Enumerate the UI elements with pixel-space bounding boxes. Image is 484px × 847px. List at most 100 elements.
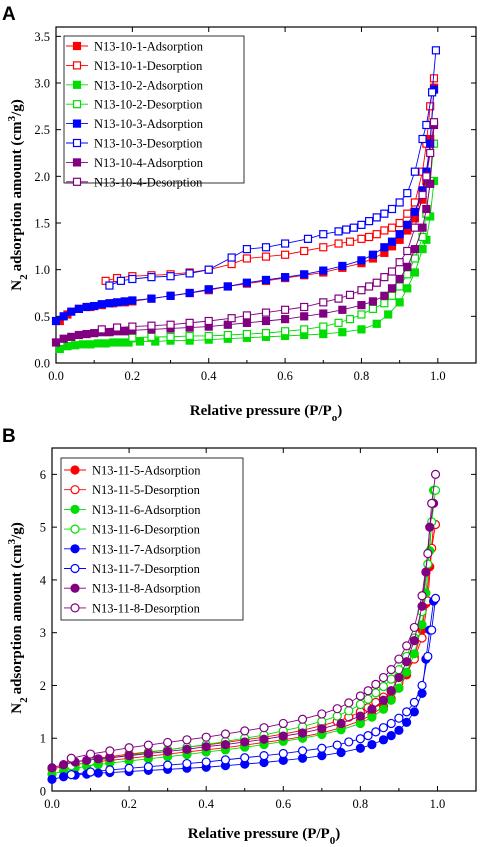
- data-point: [334, 239, 343, 248]
- data-point: [410, 245, 420, 254]
- legend-marker: [70, 524, 80, 534]
- data-point: [120, 297, 129, 306]
- data-point: [394, 725, 404, 735]
- data-point: [334, 294, 343, 303]
- data-point: [427, 88, 437, 97]
- data-point: [70, 341, 80, 350]
- legend-entry: N13-10-4-Adsorption: [66, 156, 204, 170]
- legend-marker: [72, 41, 82, 51]
- data-point: [319, 266, 328, 275]
- data-point: [371, 679, 381, 690]
- data-point: [345, 315, 355, 324]
- panel-letter-b: B: [2, 426, 16, 447]
- y-tick-label-a: 0.5: [34, 310, 50, 324]
- x-tick-label-b: 0.8: [353, 797, 369, 811]
- data-point: [387, 204, 397, 214]
- legend-entry: N13-11-8-Adsorption: [64, 582, 201, 596]
- data-point: [380, 243, 389, 252]
- data-point: [58, 772, 69, 782]
- data-point: [368, 304, 378, 313]
- data-point: [349, 223, 358, 232]
- data-point: [418, 245, 427, 254]
- data-point: [368, 250, 378, 259]
- data-point: [357, 325, 366, 334]
- legend-a: N13-10-1-Adsorption N13-10-1-Desorption N1…: [66, 40, 204, 189]
- data-point: [395, 282, 404, 291]
- data-point: [101, 339, 110, 348]
- y-axis-title-b: N2adsorption amount (cm3/g): [6, 522, 30, 714]
- data-point: [166, 320, 175, 329]
- data-point: [410, 223, 420, 232]
- legend-label: N13-10-3-Desorption: [94, 137, 203, 151]
- data-point: [380, 226, 389, 235]
- data-point: [220, 739, 231, 750]
- data-point: [259, 723, 269, 733]
- data-point: [410, 268, 420, 277]
- data-point: [386, 674, 396, 684]
- data-point: [182, 758, 192, 769]
- data-point: [386, 730, 396, 741]
- data-point: [147, 294, 156, 303]
- data-point: [378, 681, 389, 692]
- legend-label: N13-10-3-Adsorption: [94, 117, 204, 131]
- legend-entry: N13-10-2-Adsorption: [66, 78, 204, 92]
- data-point: [430, 593, 441, 603]
- data-point: [90, 301, 99, 311]
- data-point: [201, 732, 211, 742]
- data-point: [386, 718, 396, 729]
- data-point: [319, 309, 328, 318]
- y-tick-label-b: 2: [40, 679, 46, 693]
- legend-entry: N13-11-7-Desorption: [64, 562, 201, 576]
- data-point: [409, 707, 419, 717]
- legend-box-a: [63, 35, 245, 184]
- data-point: [278, 718, 288, 729]
- data-point: [395, 258, 404, 267]
- data-point: [109, 338, 118, 347]
- data-point: [357, 301, 366, 310]
- y-axis-title-a: N2adsorption amount (cm3/g): [6, 99, 30, 291]
- data-point: [147, 273, 156, 282]
- data-point: [223, 282, 232, 291]
- data-point: [336, 747, 346, 758]
- y-tick-label-b: 6: [40, 468, 46, 482]
- legend-label: N13-11-7-Adsorption: [92, 542, 201, 556]
- series-layer-a: [51, 46, 441, 354]
- legend-entry: N13-10-2-Desorption: [66, 98, 203, 112]
- data-point: [300, 246, 309, 256]
- data-point: [261, 316, 271, 326]
- data-point: [402, 717, 412, 728]
- data-point: [403, 284, 412, 293]
- data-point: [74, 304, 84, 313]
- plot-frame-b: [51, 447, 477, 792]
- x-tick-label-b: 0.6: [275, 797, 291, 811]
- data-point: [357, 310, 366, 319]
- data-point: [93, 768, 103, 778]
- data-point: [223, 330, 232, 340]
- data-point: [384, 310, 393, 319]
- data-point: [418, 223, 427, 232]
- legend-label: N13-10-1-Adsorption: [94, 40, 204, 54]
- legend-marker: [70, 563, 80, 574]
- data-point: [423, 559, 433, 569]
- legend-marker: [72, 138, 82, 148]
- data-point: [357, 286, 366, 295]
- data-point: [317, 743, 327, 753]
- data-point: [128, 333, 137, 342]
- data-point: [85, 749, 96, 759]
- data-point: [363, 686, 373, 696]
- data-point: [147, 332, 156, 341]
- data-point: [51, 338, 61, 347]
- data-point: [336, 718, 346, 729]
- data-point: [410, 254, 420, 263]
- data-point: [90, 329, 99, 338]
- data-point: [128, 322, 137, 331]
- data-point: [163, 737, 173, 748]
- data-point: [427, 625, 437, 635]
- data-point: [66, 753, 76, 763]
- data-point: [259, 734, 269, 744]
- data-point: [319, 298, 328, 307]
- data-point: [280, 250, 290, 259]
- data-point: [387, 267, 397, 276]
- data-point: [387, 291, 397, 300]
- data-point: [143, 762, 153, 772]
